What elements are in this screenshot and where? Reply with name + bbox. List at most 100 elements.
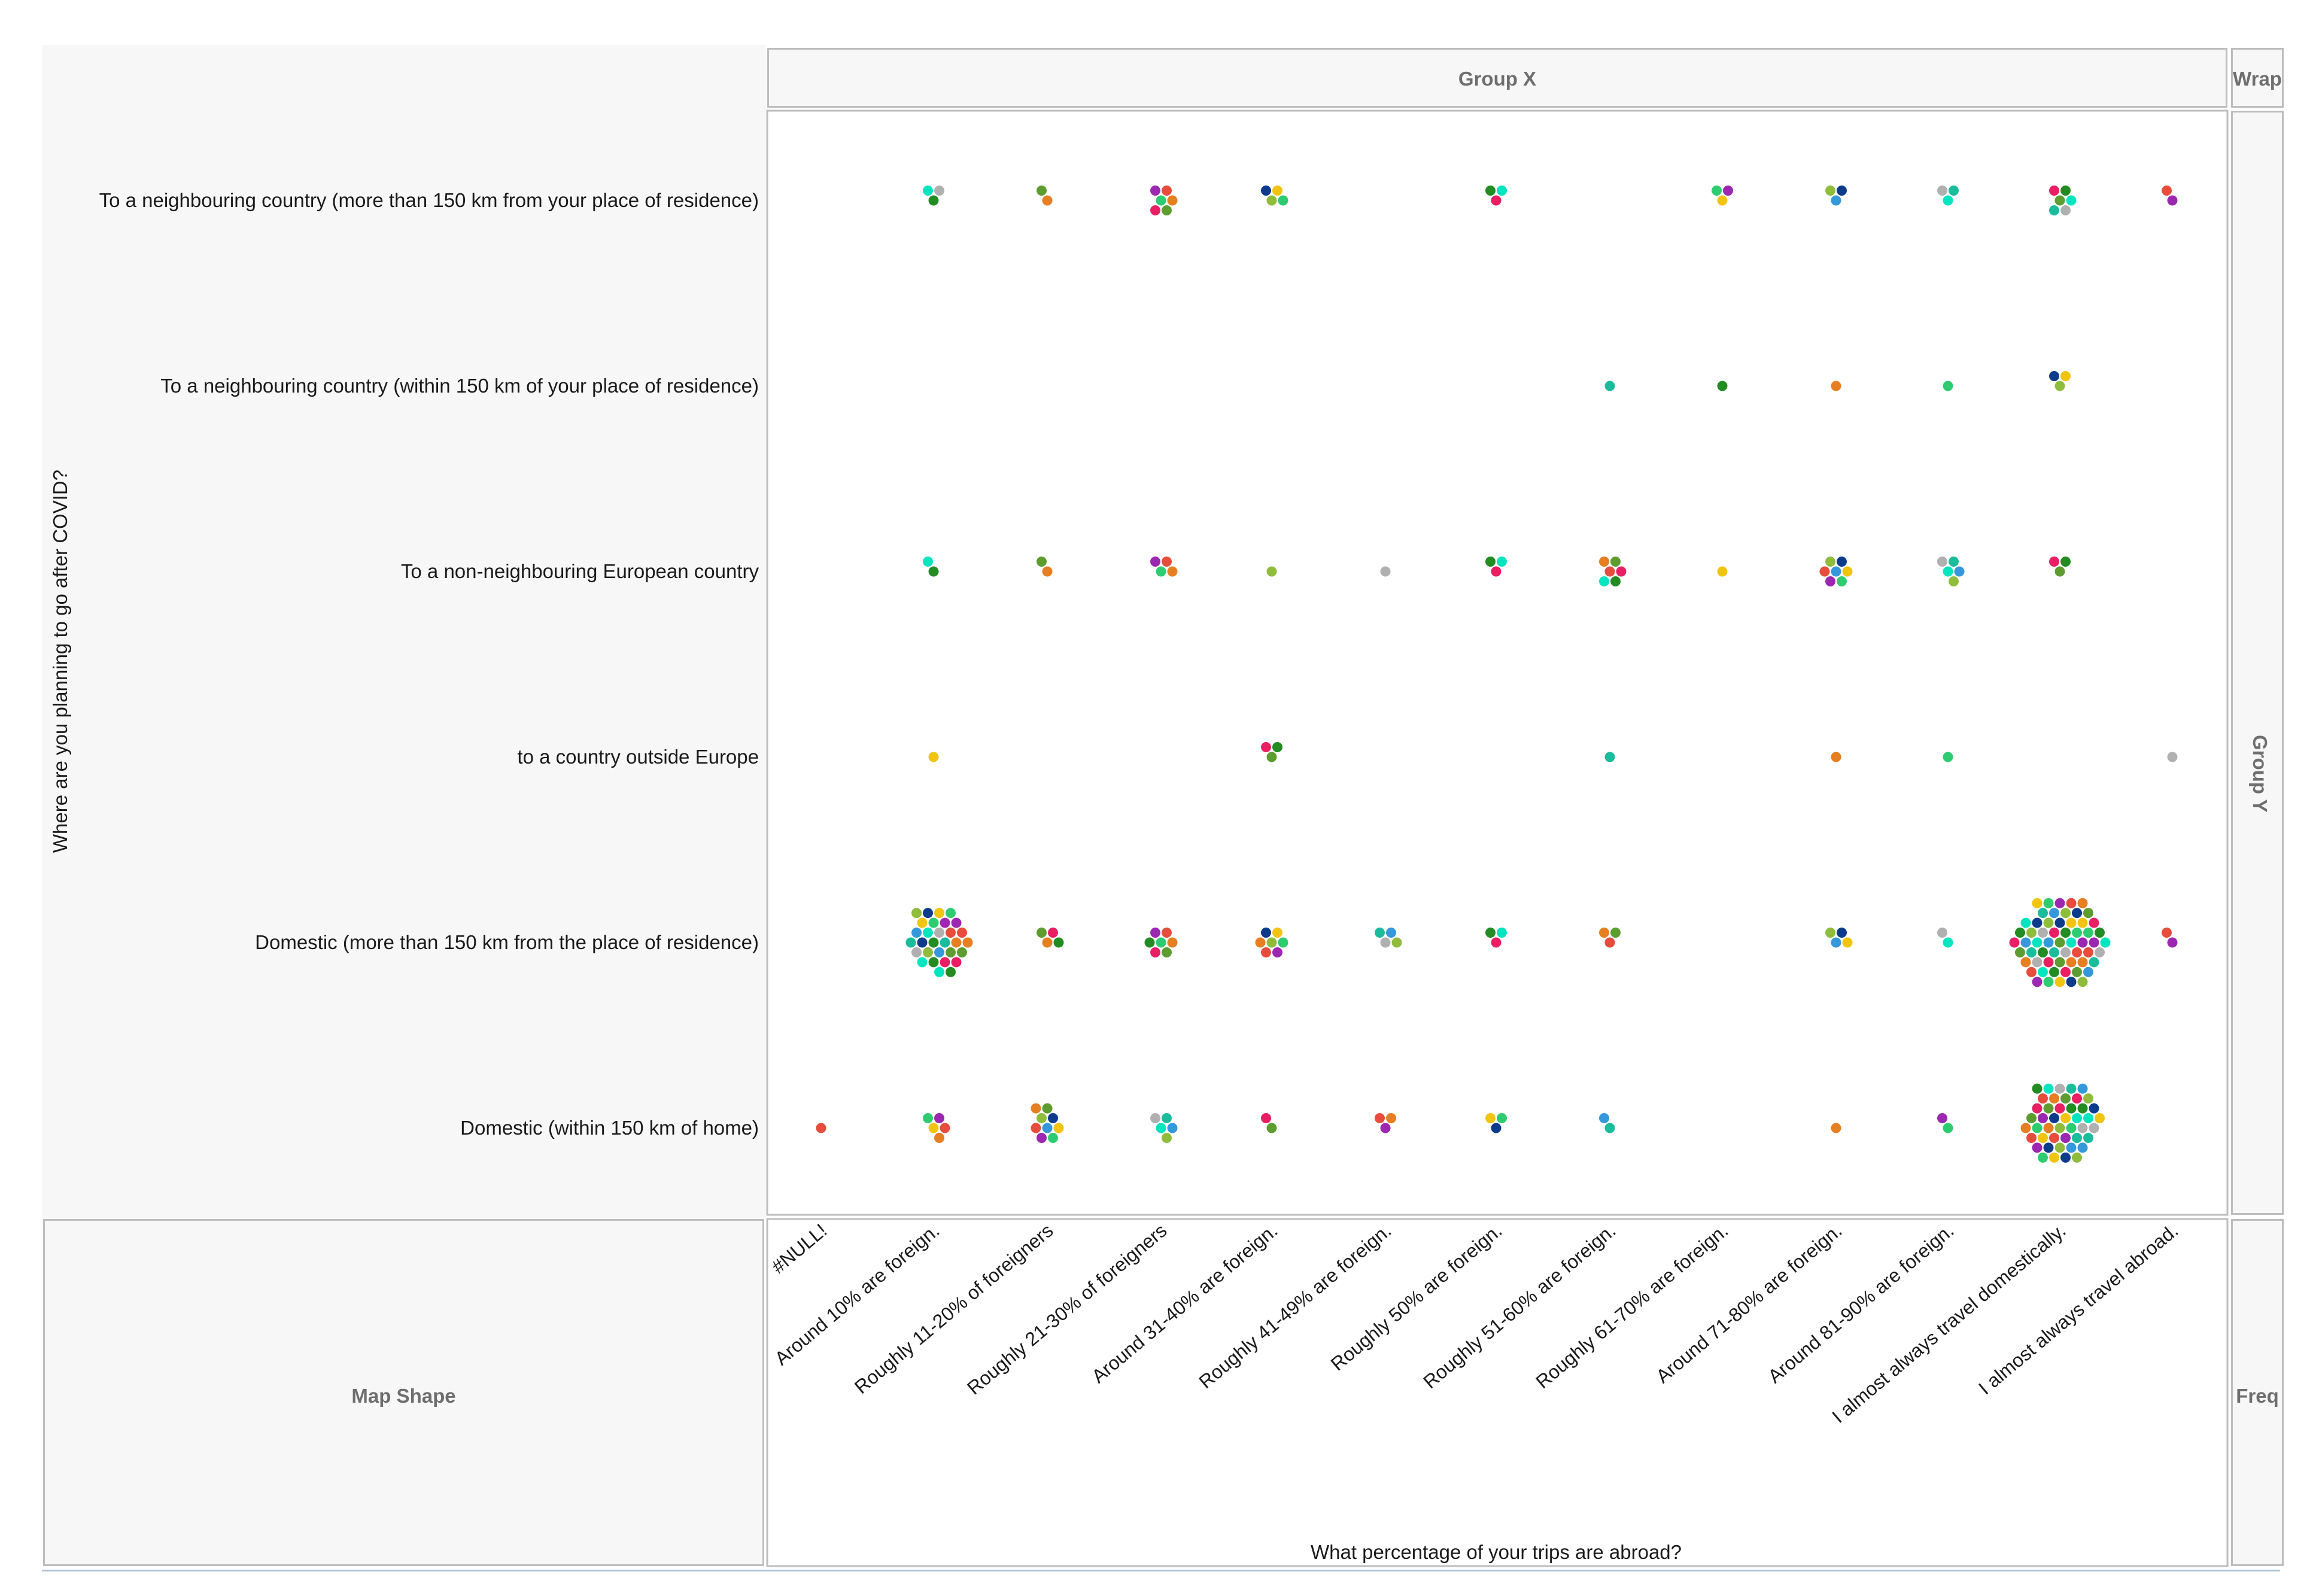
data-dot[interactable]: [1261, 928, 1271, 938]
data-dot[interactable]: [1937, 928, 1947, 938]
data-dot[interactable]: [1278, 937, 1288, 948]
data-dot[interactable]: [2162, 186, 2172, 196]
data-dot[interactable]: [2043, 1083, 2054, 1094]
data-dot[interactable]: [1031, 1123, 1041, 1133]
data-dot[interactable]: [2060, 557, 2071, 567]
data-dot[interactable]: [1042, 937, 1053, 948]
data-dot[interactable]: [934, 186, 944, 196]
data-dot[interactable]: [1162, 557, 1172, 567]
data-dot[interactable]: [940, 1123, 950, 1133]
data-dot[interactable]: [2060, 1093, 2071, 1104]
data-dot[interactable]: [1167, 1123, 1178, 1133]
data-dot[interactable]: [940, 957, 950, 968]
data-dot[interactable]: [1031, 1103, 1041, 1114]
data-dot[interactable]: [1167, 937, 1178, 948]
data-dot[interactable]: [1042, 195, 1053, 206]
data-dot[interactable]: [1491, 937, 1502, 948]
data-dot[interactable]: [2026, 1133, 2037, 1143]
data-dot[interactable]: [2083, 1133, 2093, 1143]
data-dot[interactable]: [1491, 195, 1502, 206]
data-dot[interactable]: [928, 752, 939, 762]
data-dot[interactable]: [2032, 917, 2043, 928]
data-dot[interactable]: [1497, 557, 1507, 567]
data-dot[interactable]: [1156, 195, 1166, 206]
data-dot[interactable]: [1261, 1113, 1271, 1123]
data-dot[interactable]: [2026, 966, 2037, 977]
data-dot[interactable]: [1037, 1113, 1047, 1123]
data-dot[interactable]: [940, 917, 950, 928]
data-dot[interactable]: [2066, 1103, 2077, 1114]
data-dot[interactable]: [2060, 186, 2071, 196]
data-dot[interactable]: [1380, 566, 1391, 577]
group-x-zone[interactable]: Group X: [767, 48, 2227, 108]
data-dot[interactable]: [2100, 937, 2111, 948]
data-dot[interactable]: [2060, 371, 2071, 381]
data-dot[interactable]: [1717, 381, 1728, 391]
data-dot[interactable]: [1150, 947, 1160, 957]
data-dot[interactable]: [2043, 1103, 2054, 1114]
data-dot[interactable]: [928, 195, 939, 206]
data-dot[interactable]: [1825, 557, 1835, 567]
data-dot[interactable]: [2054, 1083, 2065, 1094]
data-dot[interactable]: [2060, 966, 2071, 977]
data-dot[interactable]: [1831, 381, 1841, 391]
data-dot[interactable]: [951, 917, 962, 928]
data-dot[interactable]: [1831, 566, 1841, 577]
freq-zone[interactable]: Freq: [2231, 1219, 2284, 1566]
data-dot[interactable]: [1837, 576, 1847, 586]
data-dot[interactable]: [1610, 928, 1621, 938]
data-dot[interactable]: [1831, 752, 1841, 762]
data-dot[interactable]: [2083, 1093, 2093, 1104]
data-dot[interactable]: [1717, 566, 1728, 577]
data-dot[interactable]: [2072, 1133, 2082, 1143]
data-dot[interactable]: [2089, 1103, 2099, 1114]
data-dot[interactable]: [1272, 742, 1282, 752]
data-dot[interactable]: [2077, 917, 2088, 928]
data-dot[interactable]: [1604, 566, 1615, 577]
data-dot[interactable]: [1491, 566, 1502, 577]
data-dot[interactable]: [2077, 898, 2088, 908]
data-dot[interactable]: [1497, 186, 1507, 196]
data-dot[interactable]: [1949, 557, 1959, 567]
data-dot[interactable]: [2049, 966, 2059, 977]
data-dot[interactable]: [2032, 1123, 2043, 1133]
data-dot[interactable]: [1266, 1123, 1277, 1133]
data-dot[interactable]: [2032, 957, 2043, 968]
data-dot[interactable]: [2049, 1152, 2059, 1163]
data-dot[interactable]: [2049, 947, 2059, 957]
data-dot[interactable]: [2043, 957, 2054, 968]
data-dot[interactable]: [1604, 752, 1615, 762]
data-dot[interactable]: [1167, 566, 1178, 577]
data-dot[interactable]: [2066, 1083, 2077, 1094]
data-dot[interactable]: [1266, 195, 1277, 206]
data-dot[interactable]: [2054, 566, 2065, 577]
data-dot[interactable]: [2095, 1113, 2105, 1123]
data-dot[interactable]: [1943, 381, 1953, 391]
data-dot[interactable]: [934, 928, 944, 938]
data-dot[interactable]: [1037, 928, 1047, 938]
data-dot[interactable]: [1261, 186, 1271, 196]
data-dot[interactable]: [1949, 186, 1959, 196]
data-dot[interactable]: [1156, 1123, 1166, 1133]
data-dot[interactable]: [2038, 1133, 2048, 1143]
data-dot[interactable]: [2066, 957, 2077, 968]
data-dot[interactable]: [2066, 898, 2077, 908]
data-dot[interactable]: [1819, 566, 1830, 577]
data-dot[interactable]: [1937, 186, 1947, 196]
data-dot[interactable]: [2089, 937, 2099, 948]
data-dot[interactable]: [1162, 186, 1172, 196]
data-dot[interactable]: [2049, 1133, 2059, 1143]
data-dot[interactable]: [2072, 908, 2082, 919]
data-dot[interactable]: [1943, 566, 1953, 577]
data-dot[interactable]: [2060, 1113, 2071, 1123]
data-dot[interactable]: [2077, 1142, 2088, 1153]
data-dot[interactable]: [1485, 1113, 1496, 1123]
data-dot[interactable]: [2049, 1113, 2059, 1123]
data-dot[interactable]: [2026, 928, 2037, 938]
data-dot[interactable]: [1053, 937, 1064, 948]
data-dot[interactable]: [1386, 928, 1396, 938]
data-dot[interactable]: [1048, 928, 1058, 938]
data-dot[interactable]: [1386, 1113, 1396, 1123]
data-dot[interactable]: [1599, 1113, 1609, 1123]
data-dot[interactable]: [2015, 947, 2025, 957]
